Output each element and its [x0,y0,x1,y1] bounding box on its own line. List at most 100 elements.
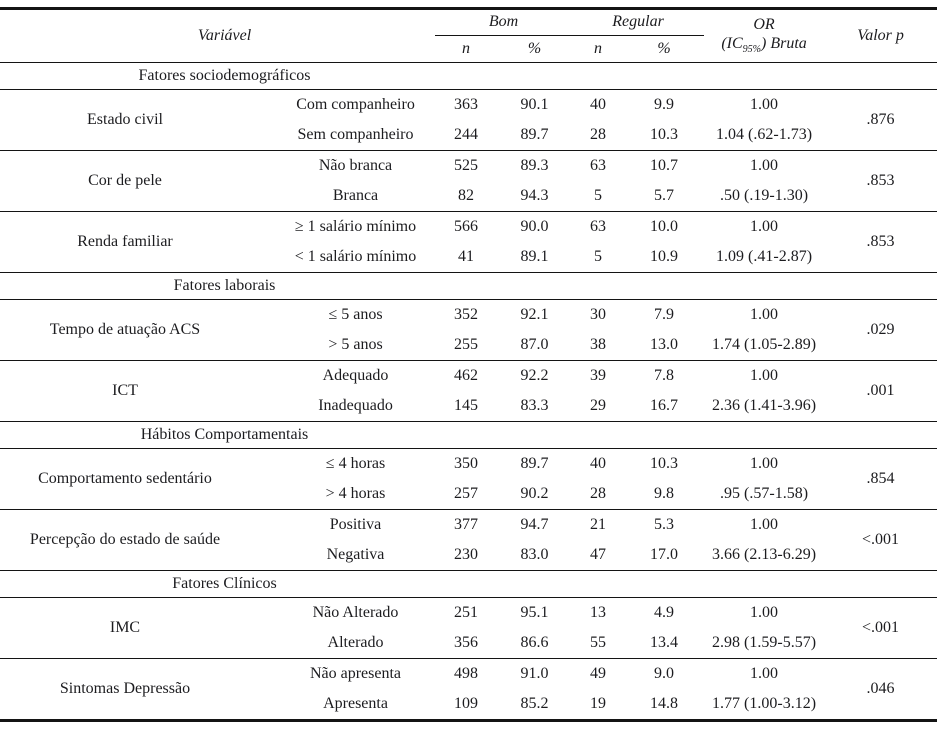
column-header-variavel: Variável [0,8,436,63]
regular-pct-cell: 13.4 [624,628,705,659]
or-cell: 1.00 [750,515,779,533]
section-title: Fatores Clínicos [0,570,436,598]
category-cell: ≤ 4 horas [325,454,386,472]
regular-pct-cell: 10.9 [624,242,705,273]
or-cell: 2.36 (1.41-3.96) [704,391,825,422]
bom-pct-cell: 89.1 [497,242,573,273]
regular-n-cell: 49 [590,664,607,682]
bom-n-cell: 525 [454,156,479,174]
regular-n-cell: 28 [572,120,625,151]
table-row: > 5 anos 255 87.0 38 13.0 1.74 (1.05-2.8… [0,330,937,361]
section-row-clinicos: Fatores Clínicos [0,570,937,598]
or-cell: 1.00 [750,603,779,621]
table-row: Sem companheiro 244 89.7 28 10.3 1.04 (.… [0,120,937,151]
regular-pct-cell: 17.0 [624,540,705,571]
regular-pct-cell: 10.7 [650,156,679,174]
p-value-cell: .853 [824,211,937,273]
section-row-filler [435,570,937,598]
bom-pct-cell: 94.3 [497,181,573,212]
regular-pct-cell: 5.3 [654,515,675,533]
or-cell: .95 (.57-1.58) [704,479,825,510]
table-row: Apresenta 109 85.2 19 14.8 1.77 (1.00-3.… [0,689,937,721]
bom-n-cell: 41 [435,242,498,273]
category-cell: Adequado [322,366,389,384]
variable-label: Percepção do estado de saúde [0,509,250,571]
section-title: Fatores sociodemográficos [0,62,436,90]
column-header-or-bruta: OR (IC95%) Bruta [704,8,825,63]
regular-n-cell: 28 [572,479,625,510]
category-cell: > 5 anos [250,330,436,361]
category-cell: Apresenta [250,689,436,721]
variable-label: Comportamento sedentário [0,448,250,510]
table-row: Negativa 230 83.0 47 17.0 3.66 (2.13-6.2… [0,540,937,571]
bom-n-cell: 244 [435,120,498,151]
category-cell: Branca [250,181,436,212]
bom-pct-cell: 92.2 [520,366,549,384]
p-value-cell: .046 [824,658,937,721]
regular-pct-cell: 10.3 [650,454,679,472]
regular-n-cell: 5 [572,181,625,212]
variable-label: IMC [0,597,250,659]
bom-pct-cell: 91.0 [520,664,549,682]
table-row: Inadequado 145 83.3 29 16.7 2.36 (1.41-3… [0,391,937,422]
p-value-cell: <.001 [824,597,937,659]
bom-n-cell: 109 [435,689,498,721]
regular-pct-cell: 5.7 [624,181,705,212]
or-cell: 1.09 (.41-2.87) [704,242,825,273]
bom-n-cell: 356 [435,628,498,659]
regular-pct-cell: 9.8 [624,479,705,510]
variable-label: Cor de pele [0,150,250,212]
or-cell: 1.00 [750,664,779,682]
p-value-cell: .029 [824,299,937,361]
or-cell: 1.00 [750,217,779,235]
section-title: Hábitos Comportamentais [0,421,436,449]
or-cell: 1.00 [750,454,779,472]
table-row: Percepção do estado de saúde Positiva 37… [0,509,937,571]
category-cell: ≥ 1 salário mínimo [294,217,417,235]
category-cell: Com companheiro [296,95,415,113]
odds-ratio-table: Variável Bom Regular OR (IC95%) Bruta Va… [0,7,937,722]
variable-label: ICT [0,360,250,422]
or-cell: 1.00 [750,156,779,174]
regular-n-cell: 30 [590,305,607,323]
bom-pct-cell: 92.1 [520,305,549,323]
variable-label: Renda familiar [0,211,250,273]
regular-n-cell: 13 [590,603,607,621]
regular-n-cell: 29 [572,391,625,422]
category-cell: > 4 horas [250,479,436,510]
category-cell: < 1 salário mínimo [250,242,436,273]
regular-n-cell: 5 [572,242,625,273]
p-value-cell: <.001 [824,509,937,571]
bom-n-cell: 363 [454,95,479,113]
or-cell: 1.00 [750,305,779,323]
regular-n-cell: 40 [590,454,607,472]
bom-n-cell: 255 [435,330,498,361]
or-cell: 1.00 [750,366,779,384]
category-cell: ≤ 5 anos [328,305,383,323]
regular-pct-cell: 13.0 [624,330,705,361]
regular-pct-cell: 9.0 [654,664,675,682]
variable-label: Sintomas Depressão [0,658,250,721]
category-cell: Não Alterado [312,603,399,621]
subheader-bom-pct: % [497,35,573,63]
table-row: Comportamento sedentário ≤ 4 horas 350 8… [0,448,937,510]
ic95-label: (IC95%) Bruta [721,34,807,56]
bom-pct-cell: 89.7 [520,454,549,472]
or-cell: .50 (.19-1.30) [704,181,825,212]
bom-pct-cell: 90.0 [520,217,549,235]
bom-pct-cell: 83.3 [497,391,573,422]
table-row: Renda familiar ≥ 1 salário mínimo 566 90… [0,211,937,273]
bom-n-cell: 350 [454,454,479,472]
variable-label: Estado civil [0,89,250,151]
table-row: Alterado 356 86.6 55 13.4 2.98 (1.59-5.5… [0,628,937,659]
table-row: < 1 salário mínimo 41 89.1 5 10.9 1.09 (… [0,242,937,273]
or-cell: 1.04 (.62-1.73) [704,120,825,151]
category-cell: Não apresenta [309,664,402,682]
regular-n-cell: 40 [590,95,607,113]
bom-n-cell: 230 [435,540,498,571]
bom-pct-cell: 85.2 [497,689,573,721]
regular-n-cell: 21 [590,515,607,533]
regular-pct-cell: 16.7 [624,391,705,422]
regular-pct-cell: 10.0 [650,217,679,235]
table-row: Sintomas Depressão Não apresenta 498 91.… [0,658,937,721]
